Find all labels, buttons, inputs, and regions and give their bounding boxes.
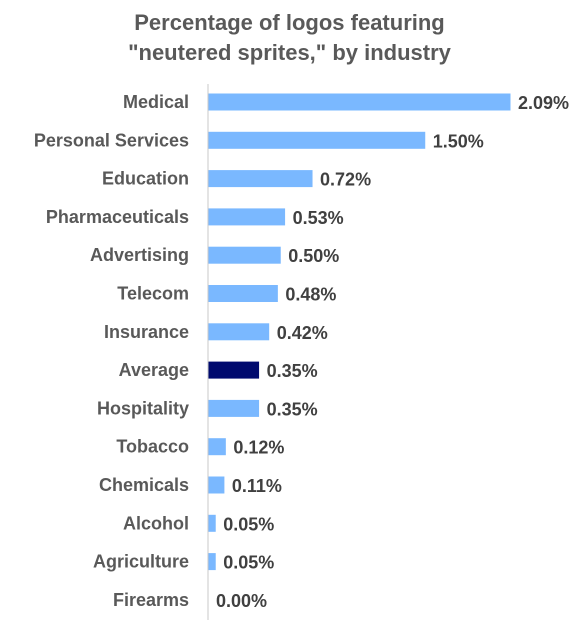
value-label: 0.50%: [288, 246, 339, 266]
bar: [208, 514, 216, 532]
bar: [208, 208, 286, 226]
bar: [208, 285, 278, 302]
category-label: Personal Services: [34, 130, 189, 150]
category-label: Agriculture: [93, 552, 189, 572]
value-label: 0.35%: [267, 399, 318, 419]
category-label: Insurance: [104, 322, 189, 342]
category-label: Average: [119, 360, 189, 380]
value-label: 0.48%: [285, 285, 336, 305]
bar: [208, 438, 226, 456]
chart-title-line-2: "neutered sprites," by industry: [128, 40, 451, 65]
category-label: Hospitality: [97, 398, 189, 418]
bar: [208, 553, 216, 571]
value-label: 0.12%: [233, 438, 284, 458]
value-label: 0.53%: [293, 208, 344, 228]
bar: [208, 246, 281, 264]
category-label: Medical: [123, 92, 189, 112]
value-label: 2.09%: [518, 93, 569, 113]
category-label: Advertising: [90, 245, 189, 265]
category-label: Firearms: [113, 590, 189, 610]
bar: [208, 323, 270, 341]
bar: [208, 93, 511, 111]
bar: [208, 131, 426, 149]
value-label: 0.00%: [216, 591, 267, 611]
bar: [208, 476, 225, 494]
chart-title: Percentage of logos featuring "neutered …: [0, 8, 579, 68]
chart-title-line-1: Percentage of logos featuring: [134, 10, 445, 35]
category-label: Tobacco: [116, 437, 189, 457]
category-label: Pharmaceuticals: [46, 207, 189, 227]
value-label: 0.11%: [232, 476, 282, 496]
bar: [208, 399, 260, 417]
category-label: Alcohol: [123, 513, 189, 533]
average-bar: [208, 361, 260, 379]
value-label: 0.72%: [320, 170, 371, 190]
bar: [208, 170, 313, 188]
value-label: 1.50%: [433, 131, 484, 151]
category-label: Education: [102, 169, 189, 189]
category-label: Telecom: [117, 284, 189, 304]
value-label: 0.05%: [223, 553, 274, 573]
value-label: 0.05%: [223, 514, 274, 534]
value-label: 0.42%: [277, 323, 328, 343]
value-label: 0.35%: [267, 361, 318, 381]
category-label: Chemicals: [99, 475, 189, 495]
